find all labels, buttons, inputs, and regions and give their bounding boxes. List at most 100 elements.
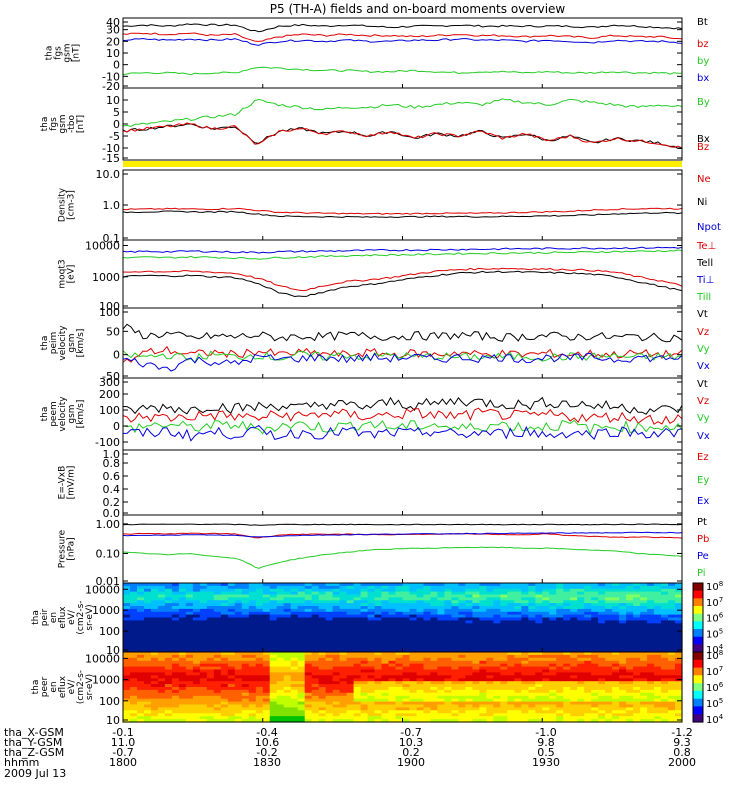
heatmap-cell (458, 707, 466, 711)
heatmap-cell (304, 626, 313, 630)
legend-Vz: Vz (697, 396, 709, 407)
plot-title: P5 (TH-A) fields and on-board moments ov… (269, 2, 566, 16)
heatmap-cell (493, 617, 501, 621)
heatmap-cell (206, 620, 215, 624)
heatmap-cell (521, 597, 529, 601)
heatmap-cell (325, 719, 334, 723)
heatmap-cell (192, 713, 201, 717)
heatmap-cell (276, 684, 285, 688)
heatmap-cell (563, 704, 571, 708)
heatmap-cell (234, 681, 243, 685)
y-tick-label: 1000 (92, 271, 120, 284)
heatmap-cell (206, 654, 215, 659)
heatmap-cell (199, 675, 208, 679)
heatmap-cell (318, 666, 327, 671)
heatmap-cell (465, 716, 473, 720)
heatmap-cell (640, 687, 648, 691)
heatmap-cell (171, 603, 180, 607)
heatmap-cell (276, 649, 285, 653)
heatmap-cell (500, 634, 508, 639)
heatmap-cell (241, 678, 250, 682)
heatmap-cell (612, 719, 620, 723)
heatmap-cell (570, 672, 578, 676)
heatmap-cell (178, 701, 187, 706)
heatmap-cell (388, 591, 397, 596)
heatmap-cell (605, 626, 613, 630)
heatmap-cell (430, 710, 438, 714)
heatmap-cell (584, 689, 592, 694)
date-label: 2009 Jul 13 (4, 767, 67, 780)
heatmap-cell (388, 606, 397, 610)
heatmap-cell (395, 608, 404, 613)
heatmap-cell (654, 603, 662, 607)
heatmap-cell (675, 591, 683, 596)
heatmap-cell (549, 678, 557, 682)
heatmap-cell (675, 652, 683, 656)
heatmap-cell (325, 614, 334, 619)
heatmap-cell (626, 614, 634, 619)
heatmap-cell (150, 704, 159, 708)
series-line-Vx (123, 424, 683, 442)
heatmap-cell (227, 704, 236, 708)
heatmap-cell (137, 692, 145, 697)
heatmap-cell (144, 692, 152, 697)
heatmap-cell (570, 704, 578, 708)
heatmap-cell (535, 643, 543, 647)
heatmap-cell (654, 591, 662, 596)
heatmap-cell (178, 657, 187, 662)
heatmap-cell (451, 620, 459, 624)
heatmap-cell (395, 652, 404, 656)
heatmap-cell (451, 692, 459, 697)
heatmap-cell (535, 689, 543, 694)
heatmap-cell (542, 675, 550, 679)
heatmap-cell (262, 606, 271, 610)
heatmap-cell (206, 713, 215, 717)
heatmap-cell (130, 626, 138, 630)
heatmap-cell (619, 657, 627, 662)
heatmap-cell (619, 620, 627, 624)
heatmap-cell (577, 716, 585, 720)
heatmap-cell (402, 698, 411, 703)
heatmap-cell (130, 637, 138, 642)
heatmap-cell (339, 666, 348, 671)
heatmap-cell (542, 600, 550, 604)
heatmap-cell (598, 692, 606, 697)
heatmap-cell (311, 583, 320, 587)
heatmap-cell (227, 617, 236, 621)
heatmap-cell (318, 588, 327, 593)
heatmap-cell (577, 660, 585, 665)
heatmap-cell (381, 631, 390, 636)
heatmap-cell (437, 583, 445, 587)
heatmap-cell (276, 597, 285, 601)
heatmap-cell (137, 678, 145, 682)
heatmap-cell (262, 588, 271, 593)
heatmap-cell (290, 643, 299, 647)
heatmap-cell (255, 692, 264, 697)
heatmap-cell (164, 713, 173, 717)
heatmap-cell (675, 634, 683, 639)
heatmap-cell (612, 606, 620, 610)
heatmap-cell (444, 663, 452, 668)
heatmap-cell (633, 707, 641, 711)
heatmap-cell (500, 692, 508, 697)
heatmap-cell (661, 716, 669, 720)
heatmap-cell (381, 614, 390, 619)
heatmap-cell (325, 626, 334, 630)
ephem-x-value: -1.2 (671, 726, 693, 739)
heatmap-cell (206, 608, 215, 613)
ephem-y-value: 11.0 (110, 736, 136, 749)
heatmap-cell (137, 707, 145, 711)
heatmap-cell (353, 654, 362, 659)
heatmap-cell (556, 626, 564, 630)
heatmap-cell (150, 719, 159, 723)
heatmap-cell (430, 684, 438, 688)
colorbar-segment (693, 652, 703, 661)
heatmap-cell (423, 646, 432, 650)
heatmap-cell (668, 603, 676, 607)
heatmap-cell (430, 631, 438, 636)
heatmap-cell (144, 689, 152, 694)
heatmap-cell (633, 716, 641, 720)
heatmap-cell (374, 614, 383, 619)
heatmap-cell (353, 692, 362, 697)
heatmap-cell (325, 591, 334, 596)
